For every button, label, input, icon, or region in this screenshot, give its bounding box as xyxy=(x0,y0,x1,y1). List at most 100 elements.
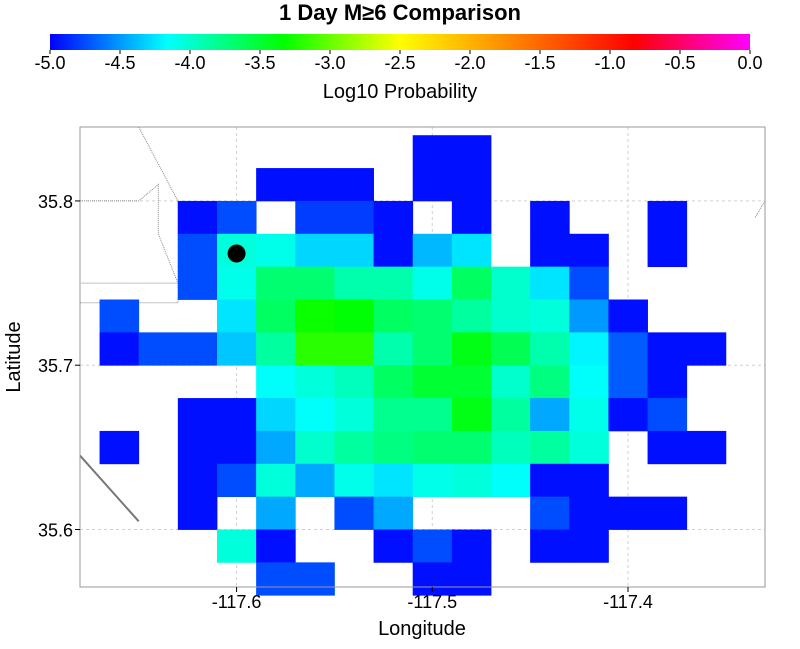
heatmap-cell xyxy=(177,430,218,465)
heatmap-cell xyxy=(373,266,414,300)
heatmap-cell xyxy=(373,496,414,530)
y-axis-label: Latitude xyxy=(3,321,25,392)
heatmap-cell xyxy=(608,365,648,399)
colorbar-tick-label: -1.0 xyxy=(594,53,625,73)
heatmap-cell xyxy=(686,430,727,465)
heatmap-cell xyxy=(217,200,257,235)
heatmap-cell xyxy=(451,299,492,333)
heatmap-cell xyxy=(412,430,453,465)
heatmap-cell xyxy=(256,398,296,432)
heatmap-cell xyxy=(99,332,140,366)
heatmap-cell xyxy=(530,430,570,465)
heatmap-cell xyxy=(295,299,335,333)
heatmap-cell xyxy=(295,430,335,465)
x-axis-ticks: -117.6 -117.5 -117.4 xyxy=(212,587,653,612)
heatmap-cell xyxy=(608,332,648,366)
heatmap-cell xyxy=(451,135,492,169)
heatmap-cell xyxy=(412,135,453,169)
heatmap-cell xyxy=(530,365,570,399)
heatmap-cell xyxy=(530,463,570,498)
colorbar-tick-label: -4.0 xyxy=(174,53,205,73)
heatmap-cell xyxy=(334,398,374,432)
heatmap-cell xyxy=(451,529,492,563)
plot-frame xyxy=(79,126,766,588)
heatmap-cell xyxy=(569,398,609,432)
heatmap-cell xyxy=(491,266,531,300)
heatmap-cell xyxy=(334,168,374,202)
heatmap-cell xyxy=(373,430,414,465)
heatmap-cell xyxy=(256,496,296,530)
heatmap-cell xyxy=(569,463,609,498)
heatmap-cell xyxy=(530,496,570,530)
heatmap-cell xyxy=(569,365,609,399)
heatmap-cell xyxy=(647,430,688,465)
heatmap-cell xyxy=(530,299,570,333)
heatmap-cell xyxy=(295,398,335,432)
heatmap-cell xyxy=(373,463,414,498)
colorbar-tick-label: -4.5 xyxy=(104,53,135,73)
heatmap-cell xyxy=(217,266,257,300)
heatmap-cell xyxy=(569,299,609,333)
heatmap-cell xyxy=(569,529,609,563)
heatmap-cell xyxy=(373,365,414,399)
heatmap-cell xyxy=(569,496,609,530)
x-axis-label: Longitude xyxy=(378,618,466,640)
fault-line xyxy=(79,454,140,522)
heatmap-cell xyxy=(451,562,492,596)
heatmap-cell xyxy=(334,266,374,300)
heatmap-cell xyxy=(256,266,296,300)
heatmap-cell xyxy=(295,463,335,498)
x-tick-label: -117.5 xyxy=(407,592,457,612)
heatmap-cell xyxy=(177,332,218,366)
heatmap-cell xyxy=(412,299,453,333)
heatmap-cell xyxy=(334,332,374,366)
heatmap-cell xyxy=(491,463,531,498)
heatmap-cell xyxy=(217,299,257,333)
heatmap-cell xyxy=(569,266,609,300)
heatmap-cell xyxy=(256,168,296,202)
heatmap-cell xyxy=(295,233,335,268)
colorbar-ticks: -5.0 -4.5 -4.0 -3.5 -3.0 -2.5 -2.0 -1.5 -1.0 -0.5… xyxy=(34,50,763,73)
x-tick-label: -117.6 xyxy=(212,592,262,612)
heatmap-cell xyxy=(647,200,688,235)
y-tick-label: 35.7 xyxy=(38,356,73,376)
heatmap-cell xyxy=(608,496,648,530)
heatmap-cell xyxy=(412,332,453,366)
heatmap-cell xyxy=(334,233,374,268)
heatmap-cell xyxy=(530,398,570,432)
colorbar-tick-label: -5.0 xyxy=(34,53,65,73)
heatmap-cell xyxy=(256,233,296,268)
heatmap-cell xyxy=(334,365,374,399)
heatmap-cell xyxy=(647,332,688,366)
heatmap-cell xyxy=(451,332,492,366)
heatmap-cell xyxy=(217,463,257,498)
probability-cells xyxy=(99,135,727,596)
y-tick-label: 35.6 xyxy=(38,521,73,541)
heatmap-cell xyxy=(334,299,374,333)
heatmap-cell xyxy=(177,233,218,268)
heatmap-cell xyxy=(334,430,374,465)
colorbar-tick-label: -2.5 xyxy=(384,53,415,73)
heatmap-cell xyxy=(373,529,414,563)
colorbar-tick-label: -0.5 xyxy=(664,53,695,73)
heatmap-cell xyxy=(99,299,140,333)
heatmap-cell xyxy=(256,529,296,563)
colorbar-tick-label: -1.5 xyxy=(524,53,555,73)
heatmap-cell xyxy=(451,200,492,235)
heatmap-cell xyxy=(491,332,531,366)
heatmap-cell xyxy=(217,430,257,465)
plot-area xyxy=(79,126,766,596)
heatmap-cell xyxy=(295,168,335,202)
heatmap-cell xyxy=(373,299,414,333)
heatmap-cell xyxy=(530,332,570,366)
heatmap-cell xyxy=(451,430,492,465)
heatmap-cell xyxy=(177,266,218,300)
heatmap-cell xyxy=(530,529,570,563)
heatmap-cell xyxy=(295,266,335,300)
heatmap-cell xyxy=(647,365,688,399)
heatmap-cell xyxy=(608,398,648,432)
heatmap-cell xyxy=(412,365,453,399)
heatmap-cell xyxy=(256,463,296,498)
colorbar xyxy=(50,34,750,50)
